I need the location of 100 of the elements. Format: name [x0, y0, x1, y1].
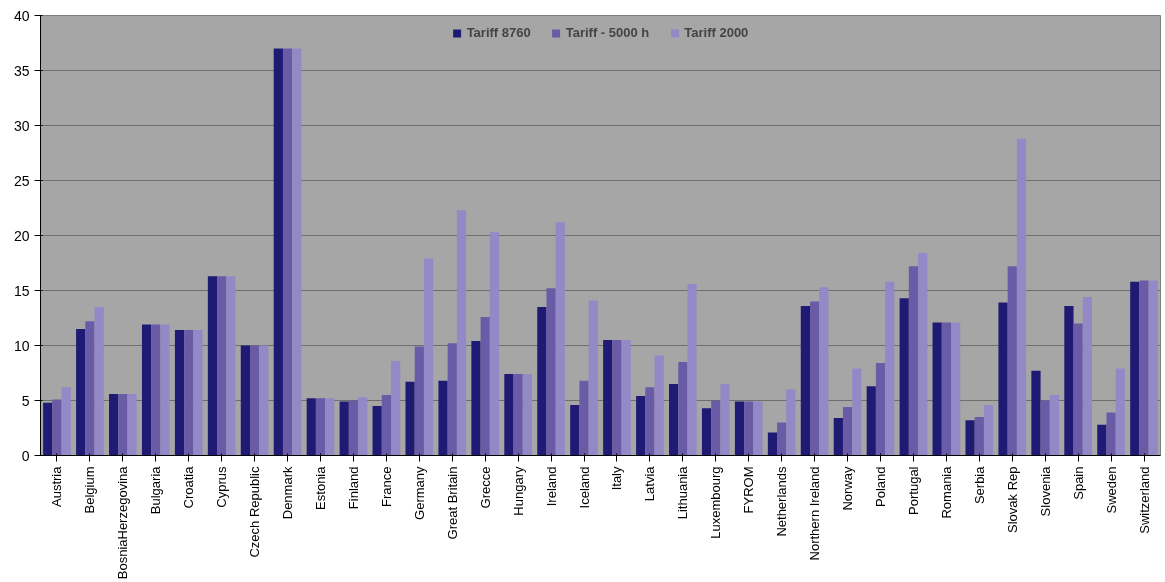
bar	[226, 276, 236, 456]
bar	[358, 397, 368, 456]
bar	[866, 386, 876, 456]
bar	[998, 302, 1008, 456]
bar	[52, 399, 62, 456]
y-tick-label: 25	[13, 172, 30, 189]
x-tick-label: Denmark	[280, 466, 296, 520]
x-tick-label: Spain	[1070, 466, 1086, 500]
x-tick-label: France	[378, 466, 394, 507]
bar	[744, 401, 754, 456]
x-tick-label: Switzerland	[1136, 466, 1152, 534]
bar	[588, 300, 598, 456]
x-tick-label: Northern Ireland	[807, 466, 823, 561]
y-tick-label: 40	[13, 7, 30, 24]
x-tick-label: Ireland	[543, 466, 559, 507]
bar	[184, 330, 194, 456]
bar	[489, 232, 500, 456]
x-tick-label: Austria	[49, 465, 65, 507]
bar	[711, 400, 721, 456]
bar	[259, 345, 269, 456]
legend-label: Tariff - 5000 h	[565, 25, 650, 40]
x-tick-label: Sweden	[1103, 466, 1119, 514]
bar	[292, 48, 302, 456]
x-tick-label: Slovak Rep	[1004, 466, 1020, 533]
bar	[1130, 281, 1140, 456]
bar	[273, 48, 283, 456]
bar	[306, 398, 316, 456]
bar	[579, 380, 589, 456]
bar	[800, 305, 811, 456]
x-tick-label: Estonia	[313, 465, 328, 510]
bar	[875, 363, 886, 456]
x-tick-label: Croatia	[181, 465, 197, 509]
bar	[94, 307, 104, 456]
bar	[786, 389, 796, 456]
x-tick-label: Netherlands	[774, 466, 790, 537]
bar	[810, 301, 820, 456]
bar	[1031, 370, 1041, 456]
bar	[1097, 424, 1107, 456]
bar	[687, 283, 697, 456]
x-tick-label: Slovenia	[1037, 465, 1053, 517]
x-tick-label: Portugal	[905, 466, 921, 515]
bar	[109, 393, 119, 456]
x-tick-label: Romania	[938, 465, 954, 519]
y-tick-label: 35	[13, 62, 30, 79]
bar	[193, 330, 203, 456]
bar	[405, 381, 415, 456]
bar	[974, 417, 984, 456]
bar	[1082, 297, 1092, 456]
bar	[1064, 305, 1074, 456]
bar	[447, 343, 457, 456]
bar	[43, 402, 53, 456]
bar	[734, 401, 745, 456]
y-tick-label: 0	[21, 447, 30, 464]
y-tick-label: 30	[13, 117, 30, 134]
bar	[570, 404, 580, 456]
x-tick-label: Cyprus	[214, 466, 230, 508]
bar	[1073, 323, 1083, 456]
bar	[678, 362, 688, 456]
bar	[654, 355, 664, 456]
bar	[669, 384, 679, 456]
x-tick-label: Luxembourg	[708, 466, 724, 539]
bar	[950, 322, 961, 456]
bar	[207, 276, 218, 456]
x-tick-label: Iceland	[576, 466, 592, 509]
bar	[1040, 400, 1050, 456]
bar	[339, 401, 349, 456]
legend-label: Tariff 2000	[684, 25, 749, 40]
bar	[1049, 395, 1060, 456]
bar	[908, 266, 919, 456]
bar	[645, 387, 655, 456]
x-tick-label: Grecce	[477, 466, 493, 509]
bar	[381, 395, 391, 456]
bar	[941, 322, 951, 456]
bar	[61, 387, 71, 456]
x-tick-label: BosniaHerzegovina	[115, 465, 131, 580]
bar	[1148, 280, 1158, 456]
bar	[636, 396, 646, 456]
bar	[885, 281, 895, 456]
bar	[282, 48, 293, 456]
bar	[537, 307, 547, 456]
bar	[250, 345, 260, 456]
bar	[603, 340, 613, 456]
bar	[965, 420, 975, 456]
bar	[141, 324, 152, 456]
x-tick-label: Norway	[840, 466, 856, 511]
bar	[546, 288, 556, 456]
bar	[118, 393, 128, 456]
bar	[217, 276, 227, 456]
bar	[85, 321, 95, 456]
bar	[753, 401, 763, 456]
bar	[1007, 266, 1017, 456]
bar	[522, 374, 532, 456]
bar	[348, 400, 359, 456]
x-tick-label: Poland	[873, 466, 888, 507]
bar	[767, 432, 778, 456]
bar	[833, 418, 843, 456]
bar	[918, 253, 928, 456]
bar	[842, 407, 853, 456]
bar	[456, 210, 467, 456]
bar	[151, 324, 161, 456]
